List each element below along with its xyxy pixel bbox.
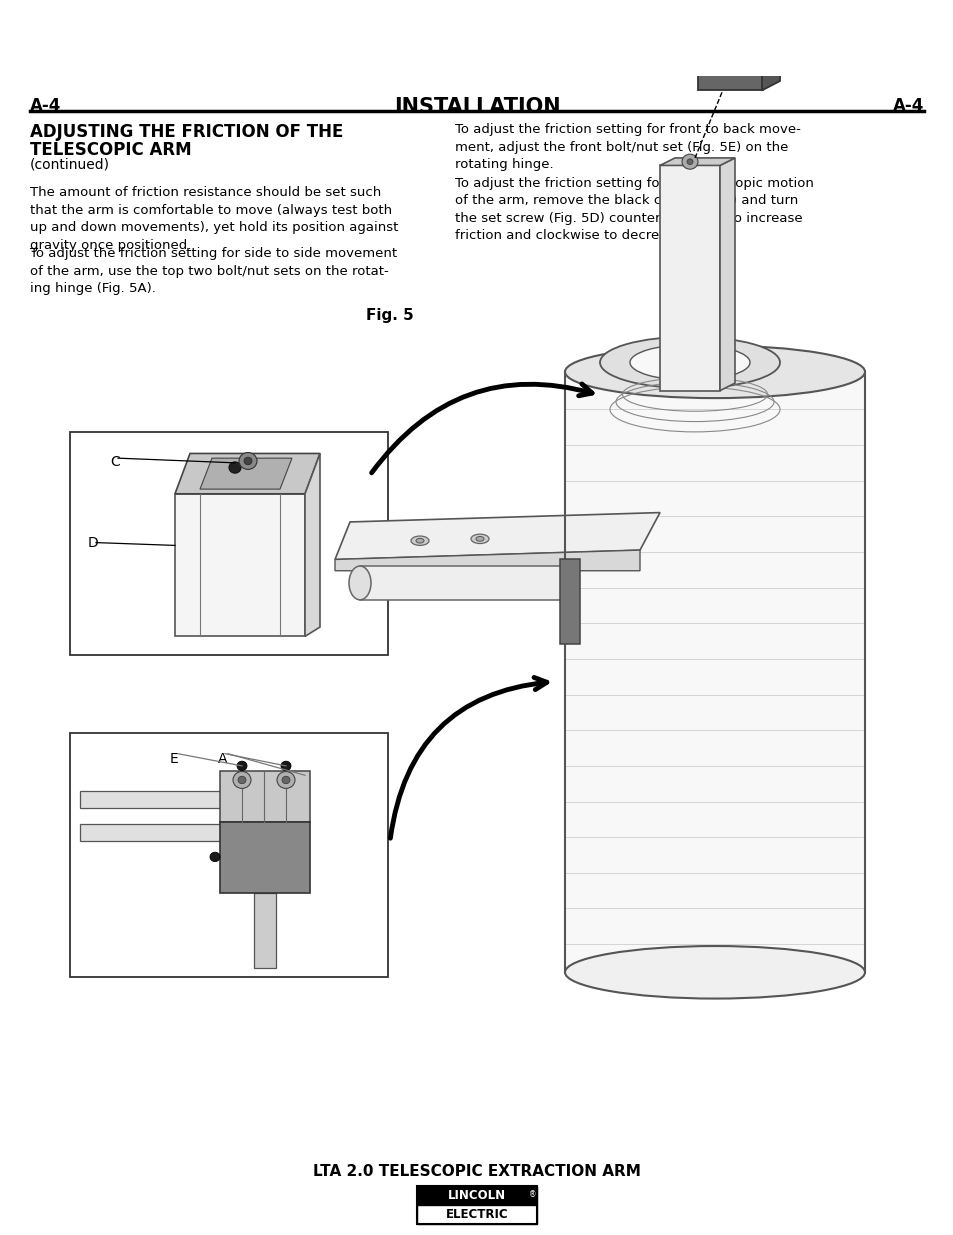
Text: A-4: A-4 [30, 96, 61, 115]
Bar [251, 823, 278, 967]
Polygon shape [335, 550, 639, 571]
Text: D: D [88, 536, 99, 550]
Ellipse shape [471, 535, 489, 543]
Circle shape [236, 761, 247, 771]
Polygon shape [761, 30, 780, 90]
Text: Fig. 5: Fig. 5 [366, 308, 414, 324]
Polygon shape [200, 458, 292, 489]
Circle shape [237, 777, 246, 784]
Ellipse shape [564, 946, 864, 999]
Text: A: A [218, 752, 227, 766]
Bar [80, 824, 234, 841]
Circle shape [686, 159, 692, 164]
Bar [70, 734, 388, 977]
Bar [564, 372, 864, 972]
Bar [659, 165, 720, 390]
Text: ®: ® [529, 1191, 537, 1199]
FancyArrowPatch shape [390, 678, 546, 839]
Ellipse shape [564, 346, 864, 398]
Bar [416, 1205, 537, 1224]
Circle shape [282, 777, 290, 784]
Ellipse shape [349, 566, 371, 600]
Ellipse shape [416, 538, 423, 543]
Text: To adjust the friction setting for front to back move-
ment, adjust the front bo: To adjust the friction setting for front… [455, 124, 800, 172]
Circle shape [229, 462, 241, 473]
Text: TELESCOPIC ARM: TELESCOPIC ARM [30, 141, 192, 159]
Text: ELECTRIC: ELECTRIC [445, 1208, 508, 1221]
Bar [70, 432, 388, 656]
Circle shape [276, 772, 294, 788]
Polygon shape [720, 158, 734, 390]
Text: (continued): (continued) [30, 158, 110, 172]
Polygon shape [174, 494, 305, 636]
Bar [559, 559, 579, 643]
FancyArrowPatch shape [372, 384, 592, 473]
Circle shape [281, 761, 291, 771]
Text: C: C [110, 456, 120, 469]
Text: E: E [170, 752, 178, 766]
Polygon shape [305, 453, 319, 636]
Polygon shape [174, 453, 319, 494]
Text: INSTALLATION: INSTALLATION [394, 96, 559, 117]
Text: ADJUSTING THE FRICTION OF THE: ADJUSTING THE FRICTION OF THE [30, 124, 343, 141]
Circle shape [239, 452, 256, 469]
Text: LINCOLN: LINCOLN [448, 1189, 505, 1202]
Circle shape [210, 852, 220, 862]
Circle shape [681, 154, 698, 169]
Bar [416, 1186, 537, 1205]
Ellipse shape [476, 536, 483, 541]
Bar [220, 823, 310, 893]
Bar [253, 893, 275, 967]
Circle shape [717, 46, 726, 54]
Circle shape [233, 772, 251, 788]
Text: To adjust the friction setting for the telescopic motion
of the arm, remove the : To adjust the friction setting for the t… [455, 177, 813, 242]
Ellipse shape [629, 345, 749, 380]
Text: A-4: A-4 [892, 96, 923, 115]
Bar [80, 792, 234, 808]
Bar [698, 38, 762, 90]
Bar [359, 566, 569, 600]
Polygon shape [335, 513, 659, 559]
Text: LTA 2.0 TELESCOPIC EXTRACTION ARM: LTA 2.0 TELESCOPIC EXTRACTION ARM [313, 1163, 640, 1178]
Ellipse shape [411, 536, 429, 546]
Bar [220, 771, 310, 823]
Text: To adjust the friction setting for side to side movement
of the arm, use the top: To adjust the friction setting for side … [30, 247, 396, 295]
Polygon shape [659, 158, 734, 165]
Ellipse shape [599, 337, 780, 388]
Polygon shape [698, 30, 780, 38]
Text: The amount of friction resistance should be set such
that the arm is comfortable: The amount of friction resistance should… [30, 186, 398, 252]
Bar [416, 1186, 537, 1224]
Circle shape [244, 457, 252, 464]
